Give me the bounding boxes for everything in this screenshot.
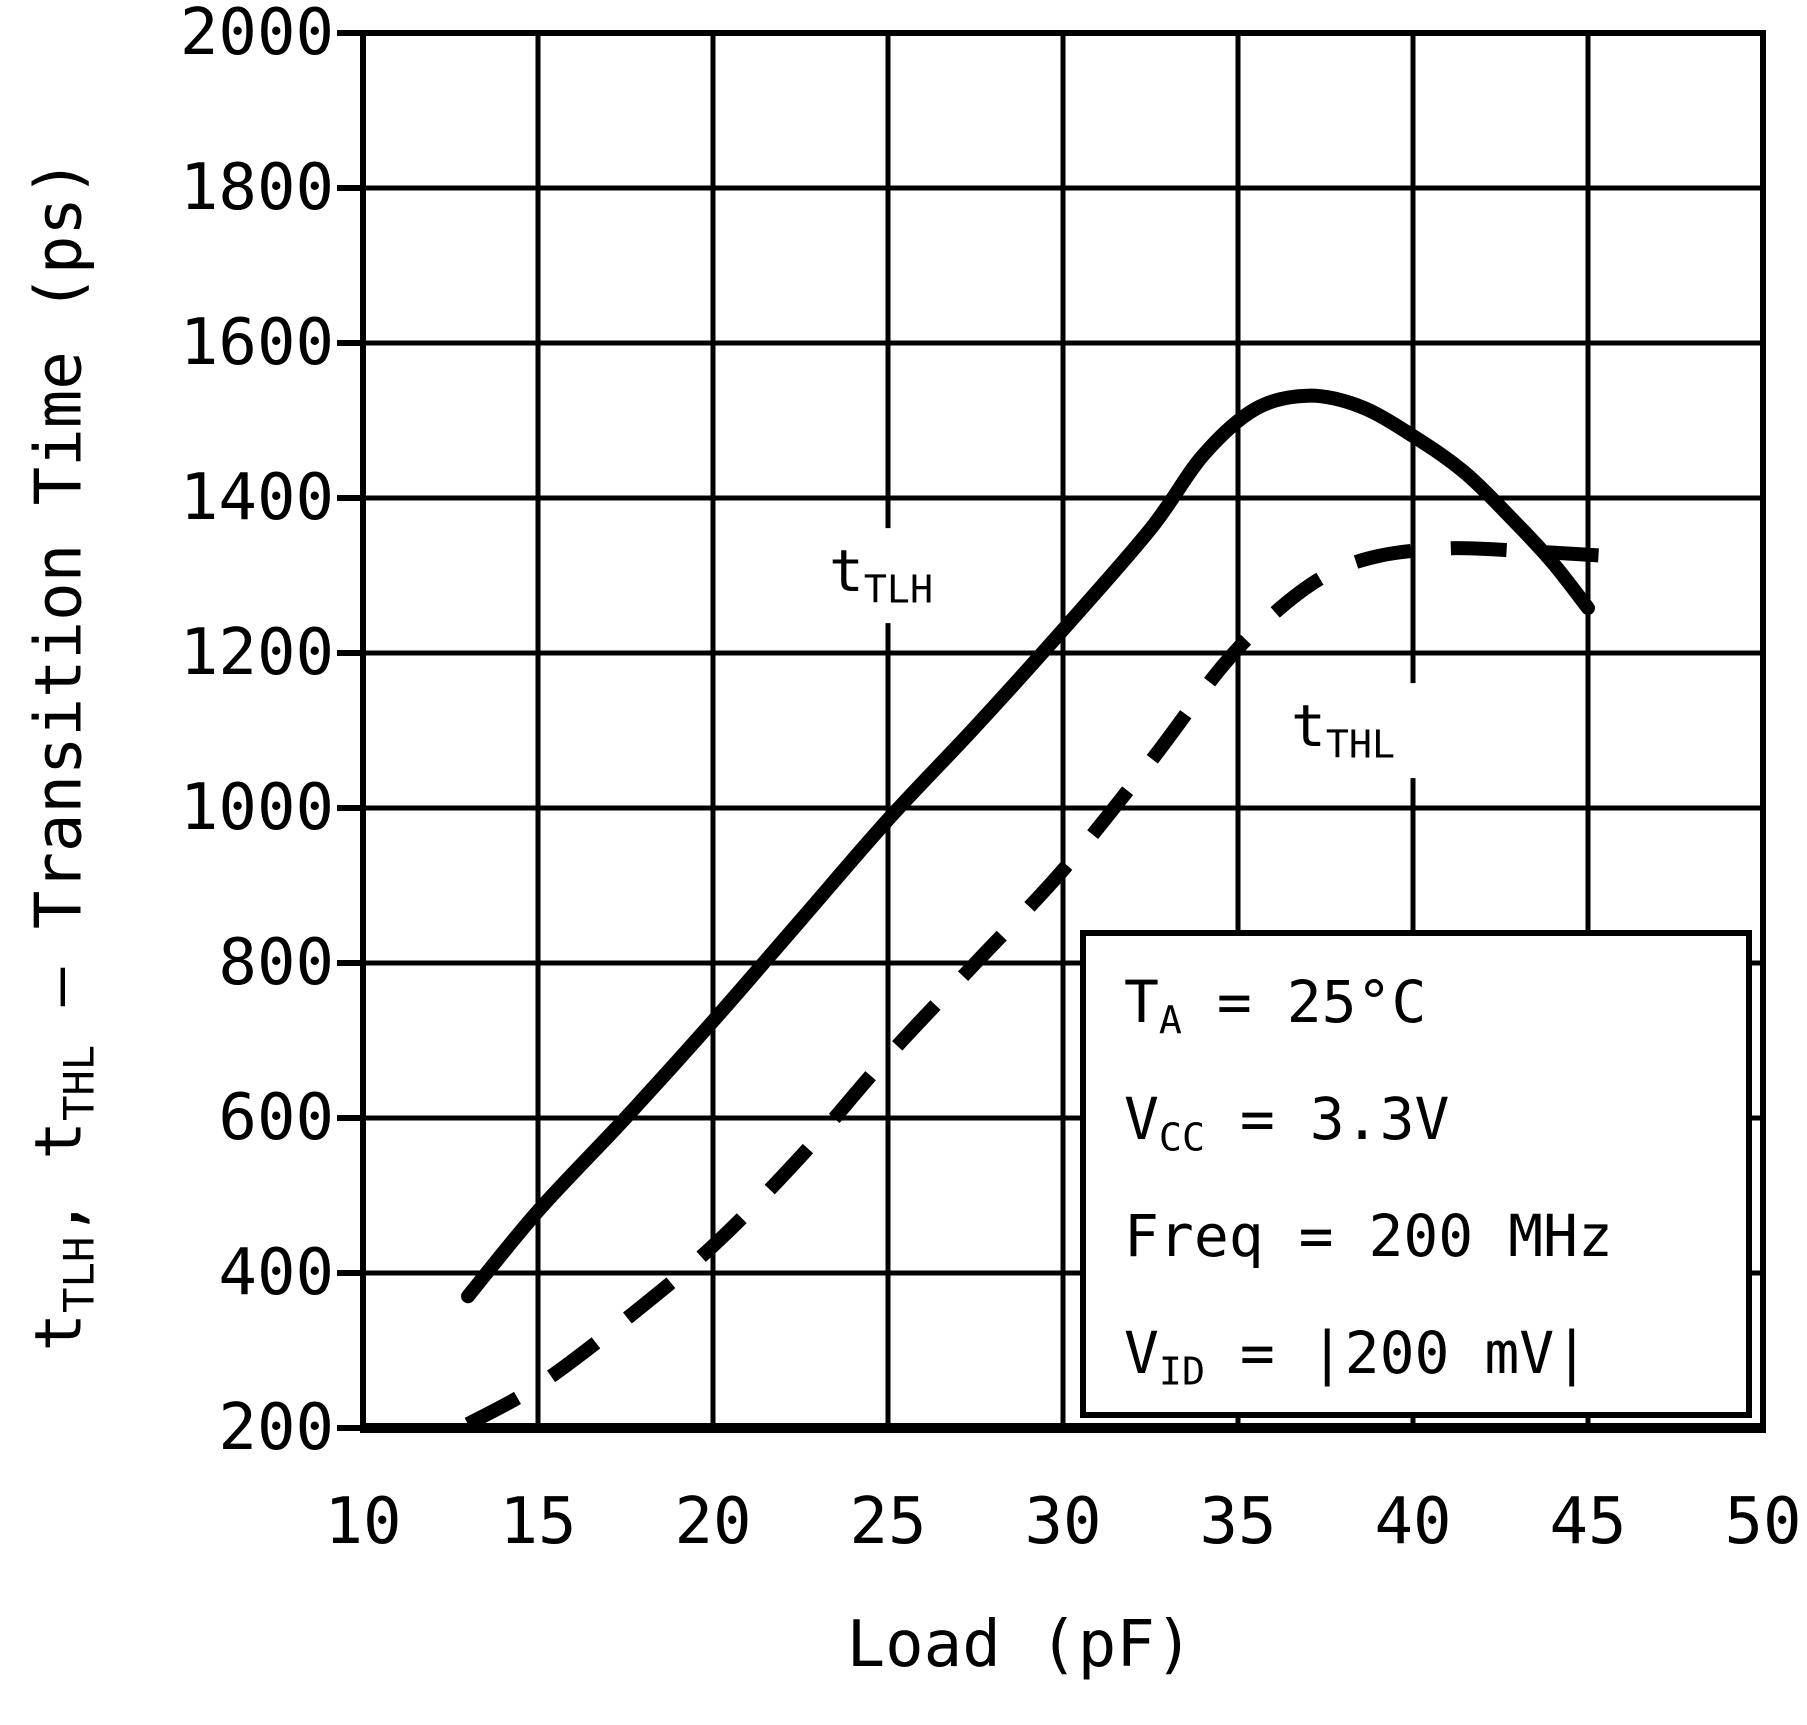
y-tick-label: 1200 xyxy=(179,616,334,690)
tthl-curve xyxy=(464,541,1599,1431)
x-tick-label: 15 xyxy=(499,1485,577,1559)
x-tick-label: 20 xyxy=(674,1485,752,1559)
y-tick-label: 1800 xyxy=(179,151,334,225)
x-tick-label: 10 xyxy=(324,1485,402,1559)
y-tick-label: 1600 xyxy=(179,306,334,380)
x-tick-label: 30 xyxy=(1024,1485,1102,1559)
y-axis-title: tTLH, tTHL – Transition Time (ps) xyxy=(22,158,104,1352)
y-tick-label: 600 xyxy=(218,1081,334,1155)
y-tick-label: 1000 xyxy=(179,771,334,845)
x-tick-label: 45 xyxy=(1549,1485,1627,1559)
tthl-label: tTHL xyxy=(1256,682,1430,779)
condition-line: Freq = 200 MHz xyxy=(1124,1202,1613,1270)
conditions-box: TA = 25°C VCC = 3.3V Freq = 200 MHz VID = |… xyxy=(1080,930,1752,1418)
y-tick-label: 2000 xyxy=(179,0,334,70)
y-tick-label: 800 xyxy=(218,926,334,1000)
condition-line: VCC = 3.3V xyxy=(1124,1085,1450,1161)
ttlh-label: tTLH xyxy=(794,527,968,624)
y-tick-label: 1400 xyxy=(179,461,334,535)
ttlh-curve xyxy=(461,388,1595,1304)
x-tick-label: 25 xyxy=(849,1485,927,1559)
condition-line: VID = |200 mV| xyxy=(1124,1319,1590,1395)
x-tick-label: 35 xyxy=(1199,1485,1277,1559)
y-tick-label: 200 xyxy=(218,1391,334,1465)
condition-line: TA = 25°C xyxy=(1124,968,1427,1044)
x-axis-title: Load (pF) xyxy=(846,1608,1194,1682)
y-tick-label: 400 xyxy=(218,1236,334,1310)
x-tick-label: 40 xyxy=(1374,1485,1452,1559)
x-tick-label: 50 xyxy=(1724,1485,1802,1559)
